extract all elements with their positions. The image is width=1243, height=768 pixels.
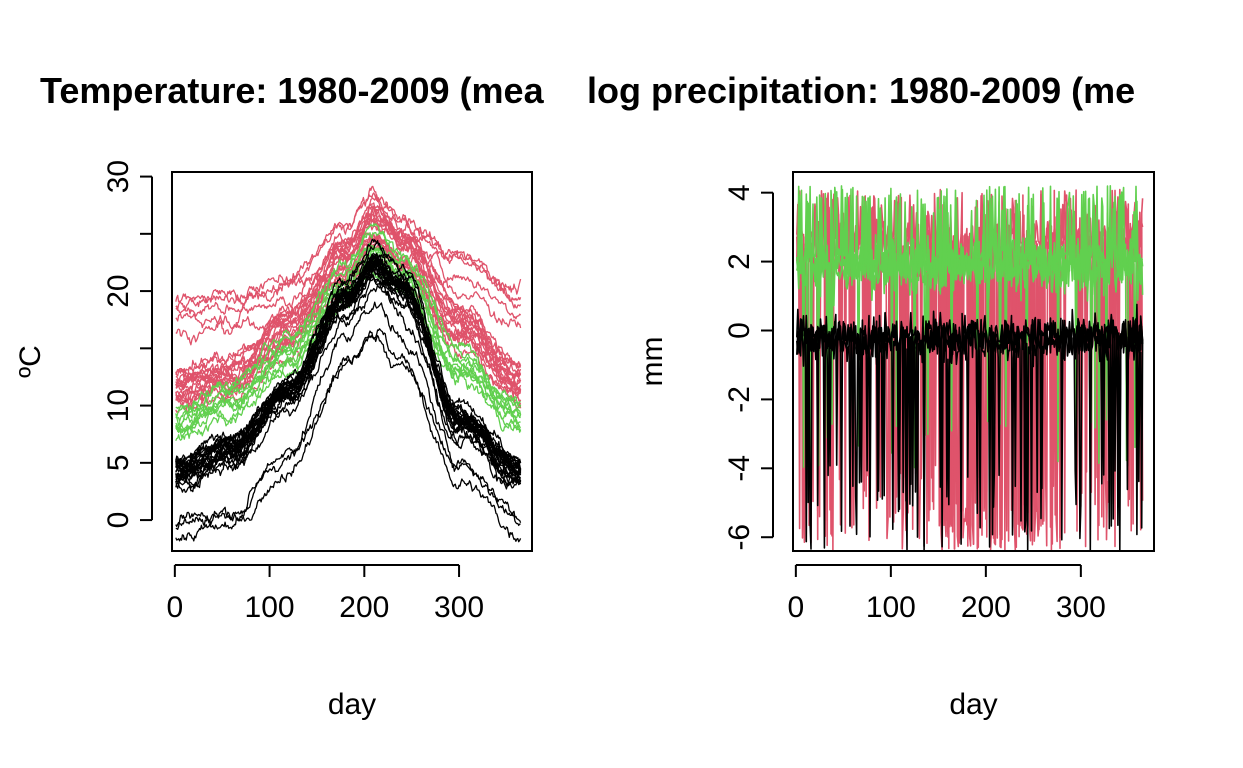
y-axis: 0 5 10 20 30 ºC bbox=[14, 160, 153, 529]
x-axis: 0 100 200 300 day bbox=[166, 564, 484, 721]
y-tick-label: -6 bbox=[723, 524, 756, 551]
series-line-black bbox=[175, 284, 522, 493]
series-line-black bbox=[175, 275, 522, 487]
chart-title-left: Temperature: 1980-2009 (mea bbox=[40, 70, 545, 111]
series-line-green bbox=[796, 185, 1144, 468]
series-line-green bbox=[175, 246, 522, 434]
y-axis-label: ºC bbox=[14, 345, 47, 378]
x-axis-label: day bbox=[328, 688, 376, 721]
y-tick-label: -4 bbox=[723, 455, 756, 482]
y-tick-label: 0 bbox=[102, 512, 135, 529]
series-line-black bbox=[175, 328, 522, 528]
x-tick-label: 300 bbox=[1056, 591, 1106, 624]
x-tick-label: 0 bbox=[166, 591, 183, 624]
x-tick-label: 100 bbox=[866, 591, 916, 624]
y-tick-label: 5 bbox=[102, 454, 135, 471]
y-tick-label: 10 bbox=[102, 389, 135, 422]
y-tick-label: -2 bbox=[723, 386, 756, 413]
x-tick-label: 0 bbox=[788, 591, 805, 624]
y-tick-label: 2 bbox=[723, 253, 756, 270]
series-line-red bbox=[175, 204, 522, 389]
plot-frame bbox=[792, 171, 1155, 552]
series-line-red bbox=[175, 213, 522, 389]
plot-frame bbox=[171, 171, 533, 552]
x-tick-label: 200 bbox=[339, 591, 389, 624]
x-tick-label: 100 bbox=[245, 591, 295, 624]
y-tick-label: 0 bbox=[723, 322, 756, 339]
series-line-black bbox=[796, 308, 1144, 551]
series-line-black bbox=[175, 262, 521, 471]
x-axis-label: day bbox=[949, 688, 997, 721]
series-line-black bbox=[175, 330, 522, 543]
x-tick-label: 300 bbox=[434, 591, 484, 624]
y-tick-label: 4 bbox=[723, 184, 756, 201]
series-group bbox=[175, 185, 522, 543]
series-group bbox=[796, 185, 1144, 551]
series-line-black bbox=[175, 301, 521, 530]
precipitation-panel: 0 100 200 300 day -6 -4 -2 0 2 4 mm bbox=[636, 171, 1155, 721]
series-line-black bbox=[175, 238, 522, 467]
y-tick-label: 20 bbox=[102, 274, 135, 307]
x-axis: 0 100 200 300 day bbox=[788, 564, 1106, 721]
y-axis: -6 -4 -2 0 2 4 mm bbox=[636, 184, 774, 551]
chart-title-right: log precipitation: 1980-2009 (me bbox=[587, 70, 1135, 111]
y-axis-label: mm bbox=[636, 337, 669, 387]
series-line-red bbox=[175, 185, 522, 308]
series-line-green bbox=[175, 223, 521, 419]
temperature-panel: 0 100 200 300 day 0 5 10 20 30 ºC bbox=[14, 160, 533, 721]
y-tick-label: 30 bbox=[102, 160, 135, 193]
series-line-red bbox=[175, 194, 522, 317]
series-line-red bbox=[175, 192, 522, 311]
x-tick-label: 200 bbox=[961, 591, 1011, 624]
series-line-red bbox=[175, 202, 521, 376]
series-line-black bbox=[175, 258, 522, 487]
